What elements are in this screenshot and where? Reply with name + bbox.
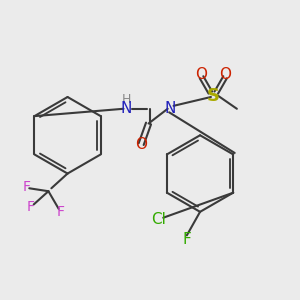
Text: F: F (182, 232, 191, 247)
Text: O: O (135, 136, 147, 152)
Text: N: N (121, 101, 132, 116)
Text: Cl: Cl (152, 212, 166, 227)
Text: O: O (219, 68, 231, 82)
Text: H: H (122, 93, 131, 106)
Text: S: S (207, 86, 220, 104)
Text: N: N (165, 101, 176, 116)
Text: O: O (196, 68, 208, 82)
Text: F: F (27, 200, 35, 214)
Text: F: F (56, 205, 64, 219)
Text: F: F (22, 180, 30, 194)
